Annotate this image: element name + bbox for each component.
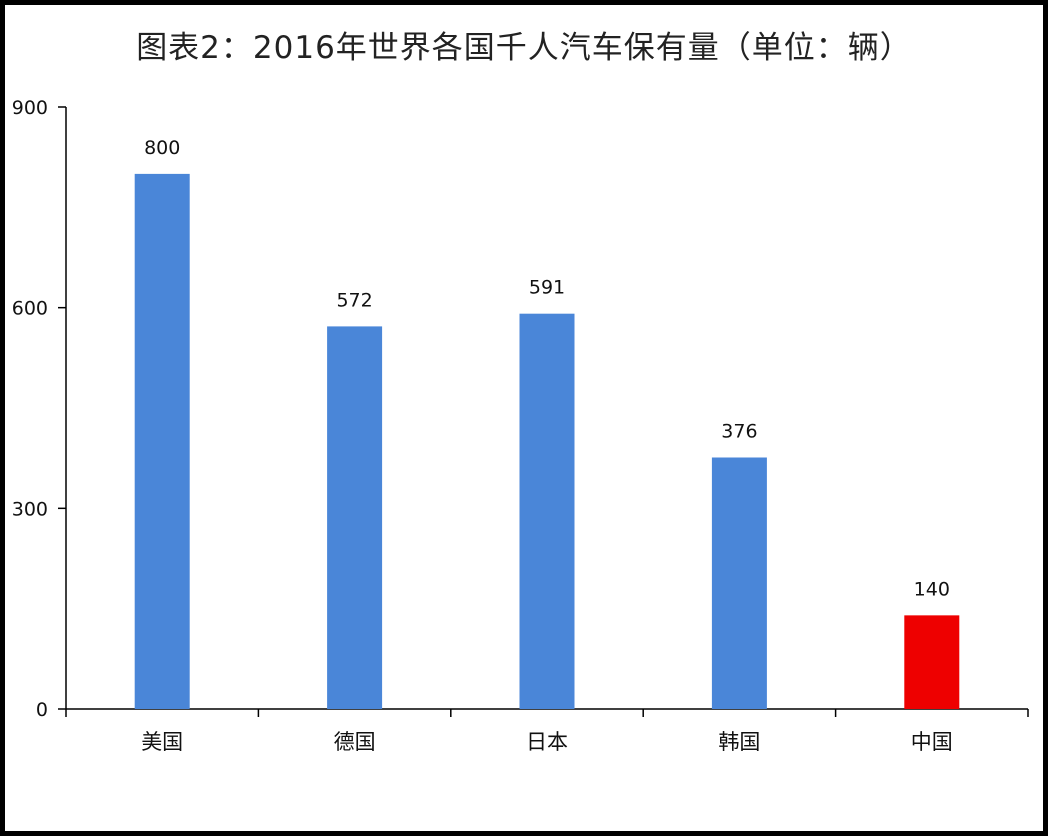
data-labels: 800 572 591 376 140	[144, 137, 950, 600]
chart-title: 图表2：2016年世界各国千人汽车保有量（单位：辆）	[136, 30, 912, 66]
bar	[519, 313, 575, 709]
x-tick-label: 韩国	[718, 730, 760, 754]
data-label: 376	[721, 420, 757, 442]
bar	[327, 326, 383, 709]
x-tick-label: 日本	[526, 730, 568, 754]
y-tick-label: 900	[12, 97, 48, 119]
y-tick-label: 0	[36, 699, 48, 721]
y-axis-ticks: 0 300 600 900	[12, 97, 66, 721]
data-label: 591	[529, 277, 565, 299]
data-label: 140	[914, 578, 950, 600]
data-label: 800	[144, 137, 180, 159]
bar	[711, 457, 767, 709]
bar	[904, 615, 960, 709]
x-tick-label: 德国	[334, 730, 376, 754]
x-axis-ticks: 美国 德国 日本 韩国 中国	[65, 709, 1029, 754]
bars	[134, 173, 960, 709]
y-tick-label: 300	[12, 498, 48, 520]
y-tick-label: 600	[12, 298, 48, 320]
data-label: 572	[336, 289, 372, 311]
x-tick-label: 中国	[911, 730, 953, 754]
x-tick-label: 美国	[141, 730, 183, 754]
bar	[134, 173, 190, 709]
